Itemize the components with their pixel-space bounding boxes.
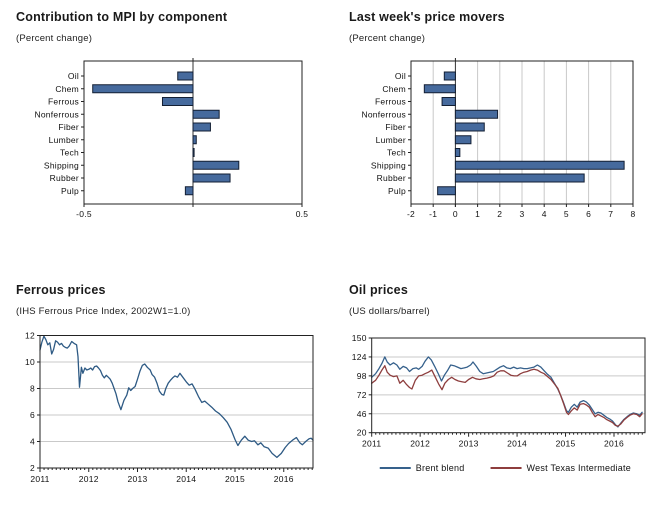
chart-title-price-movers: Last week's price movers bbox=[349, 10, 505, 24]
ferrous-prices-line-chart: 2 4 6 8 10 12 2011 2012 2013 2014 2015 2016 bbox=[25, 331, 314, 484]
svg-text:-1: -1 bbox=[429, 209, 437, 219]
price-movers-bar-chart: Oil Chem Ferrous Nonferrous Fiber Lumber Tech S… bbox=[361, 58, 636, 219]
svg-text:150: 150 bbox=[352, 333, 367, 343]
svg-text:12: 12 bbox=[25, 331, 35, 341]
svg-text:2012: 2012 bbox=[410, 439, 430, 449]
svg-text:20: 20 bbox=[357, 428, 367, 438]
svg-text:2013: 2013 bbox=[459, 439, 479, 449]
svg-text:72: 72 bbox=[357, 390, 367, 400]
svg-text:Oil: Oil bbox=[395, 71, 406, 81]
svg-text:3: 3 bbox=[520, 209, 525, 219]
svg-text:2013: 2013 bbox=[128, 474, 148, 484]
svg-text:2015: 2015 bbox=[556, 439, 576, 449]
svg-text:Tech: Tech bbox=[387, 148, 406, 158]
svg-text:Pulp: Pulp bbox=[61, 186, 79, 196]
svg-text:West Texas Intermediate: West Texas Intermediate bbox=[527, 463, 631, 473]
svg-text:2016: 2016 bbox=[604, 439, 624, 449]
svg-text:Ferrous: Ferrous bbox=[48, 97, 79, 107]
svg-text:5: 5 bbox=[564, 209, 569, 219]
chart-subtitle-mpi-contribution: (Percent change) bbox=[16, 33, 93, 44]
svg-text:2011: 2011 bbox=[362, 439, 381, 449]
svg-text:Chem: Chem bbox=[382, 84, 406, 94]
panel-ferrous-prices: Ferrous prices (IHS Ferrous Price Index,… bbox=[0, 253, 333, 506]
oil-prices-line-chart: 20 46 72 98 124 150 2011 2012 2013 2014 2015 2016 Br… bbox=[352, 333, 646, 473]
svg-text:Rubber: Rubber bbox=[50, 173, 79, 183]
svg-text:-2: -2 bbox=[407, 209, 415, 219]
panel-mpi-contribution: Contribution to MPI by component (Percen… bbox=[0, 0, 333, 253]
svg-text:2014: 2014 bbox=[507, 439, 527, 449]
svg-text:Pulp: Pulp bbox=[388, 186, 406, 196]
svg-text:2014: 2014 bbox=[176, 474, 196, 484]
svg-text:Oil: Oil bbox=[68, 71, 79, 81]
svg-text:Tech: Tech bbox=[60, 148, 79, 158]
panel-price-movers: Last week's price movers (Percent change… bbox=[333, 0, 666, 253]
svg-text:Fiber: Fiber bbox=[385, 122, 406, 132]
svg-text:0: 0 bbox=[453, 209, 458, 219]
svg-text:8: 8 bbox=[631, 209, 636, 219]
svg-text:Nonferrous: Nonferrous bbox=[361, 109, 406, 119]
svg-text:4: 4 bbox=[30, 437, 35, 447]
svg-text:Brent blend: Brent blend bbox=[416, 463, 465, 473]
svg-text:Fiber: Fiber bbox=[58, 122, 79, 132]
chart-subtitle-price-movers: (Percent change) bbox=[349, 33, 426, 44]
panel-oil-prices: Oil prices (US dollars/barrel) 20 46 72 98 1… bbox=[333, 253, 666, 506]
svg-text:Shipping: Shipping bbox=[44, 160, 79, 170]
chart-subtitle-ferrous-prices: (IHS Ferrous Price Index, 2002W1=1.0) bbox=[16, 306, 191, 317]
svg-text:2015: 2015 bbox=[225, 474, 245, 484]
svg-text:46: 46 bbox=[357, 409, 367, 419]
svg-text:2: 2 bbox=[497, 209, 502, 219]
svg-text:10: 10 bbox=[25, 357, 35, 367]
svg-text:Shipping: Shipping bbox=[371, 160, 406, 170]
chart-subtitle-oil-prices: (US dollars/barrel) bbox=[349, 306, 430, 317]
svg-text:Lumber: Lumber bbox=[49, 135, 79, 145]
svg-text:Chem: Chem bbox=[55, 84, 79, 94]
svg-text:0.5: 0.5 bbox=[296, 209, 309, 219]
svg-text:1: 1 bbox=[475, 209, 480, 219]
svg-text:8: 8 bbox=[30, 384, 35, 394]
svg-text:2: 2 bbox=[30, 463, 35, 473]
chart-title-oil-prices: Oil prices bbox=[349, 283, 408, 297]
svg-text:2012: 2012 bbox=[79, 474, 99, 484]
svg-text:2011: 2011 bbox=[30, 474, 49, 484]
svg-text:98: 98 bbox=[357, 371, 367, 381]
chart-title-mpi-contribution: Contribution to MPI by component bbox=[16, 10, 228, 24]
svg-text:6: 6 bbox=[30, 410, 35, 420]
svg-text:-0.5: -0.5 bbox=[76, 209, 92, 219]
mpi-contribution-bar-chart: Oil Chem Ferrous Nonferrous Fiber Lumber Tech S… bbox=[34, 58, 309, 219]
svg-text:Lumber: Lumber bbox=[376, 135, 406, 145]
svg-text:4: 4 bbox=[542, 209, 547, 219]
chart-title-ferrous-prices: Ferrous prices bbox=[16, 283, 106, 297]
svg-text:124: 124 bbox=[352, 352, 367, 362]
svg-text:Nonferrous: Nonferrous bbox=[34, 109, 79, 119]
svg-text:Ferrous: Ferrous bbox=[375, 97, 406, 107]
svg-text:6: 6 bbox=[586, 209, 591, 219]
svg-text:Rubber: Rubber bbox=[377, 173, 406, 183]
svg-text:7: 7 bbox=[608, 209, 613, 219]
svg-text:2016: 2016 bbox=[274, 474, 294, 484]
